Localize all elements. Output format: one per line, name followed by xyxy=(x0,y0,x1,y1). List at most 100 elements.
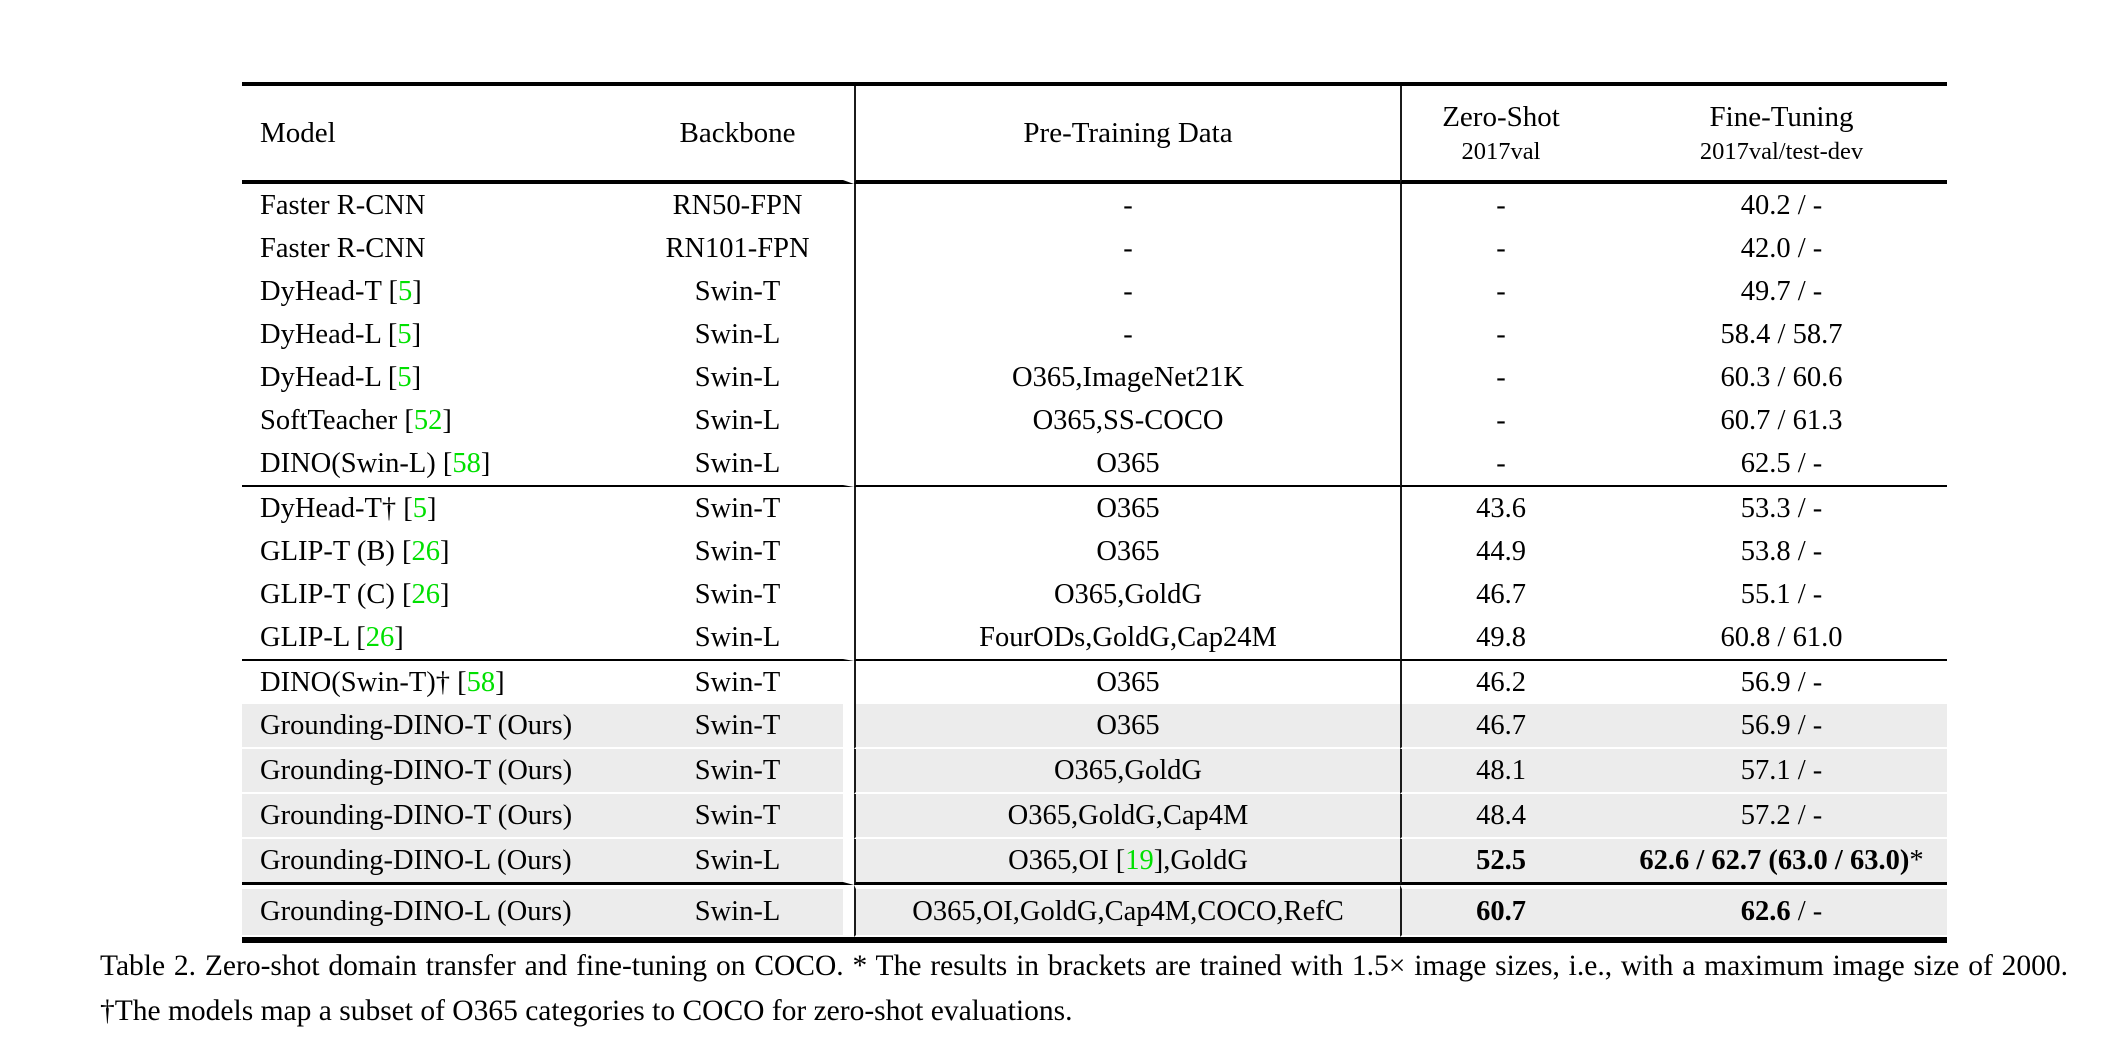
cell-text: ] xyxy=(480,447,491,479)
cell-model: DyHead-T [5] xyxy=(242,270,632,313)
cell-fine-tuning: 57.1 / - xyxy=(1600,749,1947,794)
cell-text: Swin-T xyxy=(694,799,781,831)
citation-link[interactable]: 5 xyxy=(397,318,412,350)
table-row: Grounding-DINO-T (Ours) Swin-T O365,GoldG,… xyxy=(242,794,1947,839)
cell-text: - xyxy=(1496,404,1506,436)
cell-text: Swin-T xyxy=(694,578,781,610)
citation-link[interactable]: 5 xyxy=(412,492,427,524)
cell-model: DyHead-L [5] xyxy=(242,313,632,356)
cell-text: Swin-L xyxy=(694,844,781,876)
cell-model: DINO(Swin-T)† [58] xyxy=(242,661,632,704)
cell-model: Faster R-CNN xyxy=(242,184,632,227)
table-row: GLIP-T (C) [26] Swin-T O365,GoldG 46.7 55.1 … xyxy=(242,573,1947,616)
cell-text: Swin-L xyxy=(694,621,781,653)
cell-text: 53.3 / - xyxy=(1740,492,1823,524)
cell-pretraining-data: O365 xyxy=(854,530,1400,573)
cell-zero-shot: 48.4 xyxy=(1400,794,1600,839)
cell-text: ] xyxy=(394,621,404,653)
citation-link[interactable]: 58 xyxy=(452,447,481,479)
cell-text: 42.0 / - xyxy=(1740,232,1823,264)
cell-pretraining-data: O365,OI,GoldG,Cap4M,COCO,RefC xyxy=(854,885,1400,937)
cell-fine-tuning: 42.0 / - xyxy=(1600,227,1947,270)
cell-zero-shot: - xyxy=(1400,227,1600,270)
column-label: Model xyxy=(260,117,336,149)
citation-link[interactable]: 26 xyxy=(411,535,440,567)
citation-link[interactable]: 19 xyxy=(1125,844,1154,876)
citation-link[interactable]: 52 xyxy=(413,404,443,436)
table-header: Model Backbone Pre-Training Data Zero-Sh… xyxy=(242,86,1947,184)
cell-zero-shot: 43.6 xyxy=(1400,487,1600,530)
cell-backbone: Swin-T xyxy=(632,704,854,749)
column-header-zero-shot: Zero-Shot 2017val xyxy=(1400,86,1600,184)
table-row: DINO(Swin-L) [58] Swin-L O365 - 62.5 / - xyxy=(242,442,1947,487)
cell-model: Faster R-CNN xyxy=(242,227,632,270)
cell-backbone: RN50-FPN xyxy=(632,184,854,227)
cell-text: ] xyxy=(495,666,505,698)
cell-text: Faster R-CNN xyxy=(260,189,426,221)
cell-text: - xyxy=(1496,189,1506,221)
cell-text: GLIP-T (C) [ xyxy=(260,578,412,610)
cell-text: Faster R-CNN xyxy=(260,232,426,264)
citation-link[interactable]: 5 xyxy=(397,361,412,393)
cell-text: O365 xyxy=(1096,447,1160,479)
column-label: Fine-Tuning xyxy=(1709,101,1854,133)
cell-fine-tuning: 62.6 / - xyxy=(1600,885,1947,937)
cell-backbone: Swin-T xyxy=(632,749,854,794)
cell-pretraining-data: O365 xyxy=(854,487,1400,530)
cell-text: O365,OI [ xyxy=(1008,844,1126,876)
cell-text: GLIP-T (B) [ xyxy=(260,535,412,567)
cell-text: 62.6 xyxy=(1740,896,1791,927)
column-header-backbone: Backbone xyxy=(632,86,854,184)
cell-text: - xyxy=(1496,275,1506,307)
citation-link[interactable]: 58 xyxy=(466,666,496,698)
cell-text: 43.6 xyxy=(1476,492,1526,524)
cell-text: - xyxy=(1123,275,1133,307)
cell-model: GLIP-T (C) [26] xyxy=(242,573,632,616)
column-header-pretraining-data: Pre-Training Data xyxy=(854,86,1400,184)
cell-text: - xyxy=(1123,189,1133,221)
cell-backbone: Swin-T xyxy=(632,794,854,839)
cell-backbone: Swin-L xyxy=(632,356,854,399)
cell-pretraining-data: - xyxy=(854,184,1400,227)
cell-text: 60.3 / 60.6 xyxy=(1720,361,1843,393)
cell-pretraining-data: O365 xyxy=(854,661,1400,704)
cell-backbone: Swin-L xyxy=(632,399,854,442)
cell-backbone: Swin-L xyxy=(632,839,854,885)
cell-text: 58.4 / 58.7 xyxy=(1720,318,1843,350)
citation-link[interactable]: 26 xyxy=(365,621,395,653)
citation-link[interactable]: 26 xyxy=(411,578,440,610)
cell-text: SoftTeacher [ xyxy=(260,404,414,436)
column-label: Backbone xyxy=(679,117,796,149)
cell-text: 52.5 xyxy=(1476,844,1526,876)
cell-zero-shot: - xyxy=(1400,184,1600,227)
table-row: GLIP-T (B) [26] Swin-T O365 44.9 53.8 / - xyxy=(242,530,1947,573)
cell-text: ] xyxy=(412,275,422,307)
cell-text: O365 xyxy=(1096,709,1160,741)
cell-text: Swin-L xyxy=(694,896,781,927)
cell-text: - xyxy=(1496,447,1506,479)
table-row: Grounding-DINO-L (Ours) Swin-L O365,OI,Gol… xyxy=(242,885,1947,937)
cell-backbone: Swin-T xyxy=(632,270,854,313)
cell-pretraining-data: O365,OI [19],GoldG xyxy=(854,839,1400,885)
citation-link[interactable]: 5 xyxy=(397,275,413,307)
cell-pretraining-data: O365,SS-COCO xyxy=(854,399,1400,442)
cell-backbone: Swin-T xyxy=(632,530,854,573)
cell-fine-tuning: 62.6 / 62.7 (63.0 / 63.0)* xyxy=(1600,839,1947,885)
cell-backbone: Swin-L xyxy=(632,616,854,661)
cell-zero-shot: 60.7 xyxy=(1400,885,1600,937)
cell-zero-shot: 48.1 xyxy=(1400,749,1600,794)
cell-text: RN50-FPN xyxy=(672,189,803,221)
table-row: DyHead-T [5] Swin-T - - 49.7 / - xyxy=(242,270,1947,313)
cell-text: Grounding-DINO-L (Ours) xyxy=(260,844,572,876)
cell-zero-shot: 46.7 xyxy=(1400,573,1600,616)
cell-text: 60.7 xyxy=(1476,896,1526,927)
cell-fine-tuning: 56.9 / - xyxy=(1600,704,1947,749)
cell-text: Swin-L xyxy=(694,318,781,350)
cell-text: FourODs,GoldG,Cap24M xyxy=(979,621,1277,653)
cell-fine-tuning: 55.1 / - xyxy=(1600,573,1947,616)
cell-text: 53.8 / - xyxy=(1740,535,1823,567)
cell-text: 40.2 / - xyxy=(1740,189,1823,221)
table-group-1: Faster R-CNN RN50-FPN - - 40.2 / - Faster R-C… xyxy=(242,184,1947,487)
table-row: GLIP-L [26] Swin-L FourODs,GoldG,Cap24M 49.… xyxy=(242,616,1947,661)
table-row: DINO(Swin-T)† [58] Swin-T O365 46.2 56.9 / - xyxy=(242,661,1947,704)
